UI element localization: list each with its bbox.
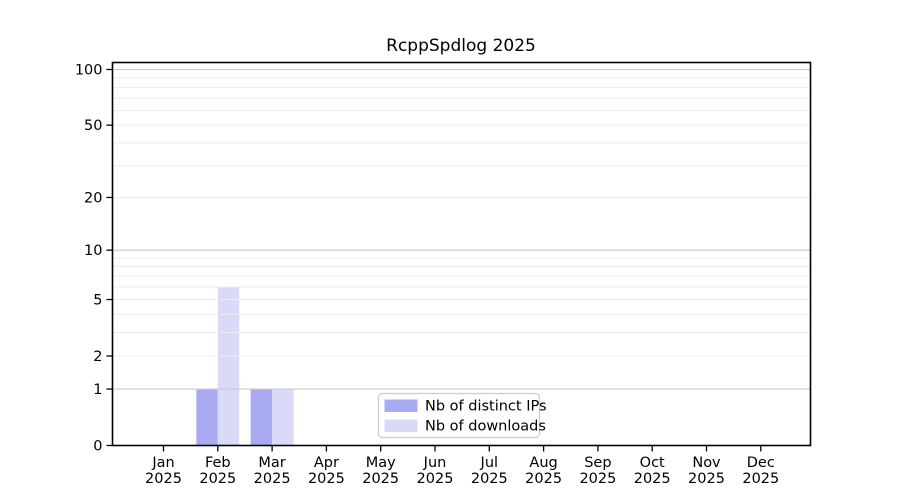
legend: Nb of distinct IPs Nb of downloads [377, 392, 547, 439]
x-tick-label-year-oct: 2025 [634, 471, 671, 487]
y-tick-label-100: 100 [75, 63, 103, 79]
x-tick-label-year-jun: 2025 [417, 471, 454, 487]
axes-layer: 0125102050100Jan2025Feb2025Mar2025Apr202… [75, 61, 812, 487]
x-tick-label-year-jan: 2025 [145, 471, 182, 487]
legend-label-downloads: Nb of downloads [425, 419, 546, 435]
y-tick-label-10: 10 [84, 243, 102, 259]
bar-feb-distinct-ips [196, 389, 218, 446]
x-tick-label-month-apr: Apr [314, 455, 339, 471]
legend-swatch-downloads [384, 419, 418, 432]
x-tick-label-month-feb: Feb [205, 455, 231, 471]
y-tick-label-50: 50 [84, 118, 102, 134]
y-tick-label-2: 2 [93, 349, 102, 365]
x-tick-label-month-nov: Nov [692, 455, 721, 471]
bar-mar-distinct-ips [250, 389, 273, 446]
chart-title: RcppSpdlog 2025 [386, 36, 536, 56]
legend-swatch-distinct-ips [384, 399, 418, 412]
legend-label-distinct-ips: Nb of distinct IPs [425, 399, 547, 415]
x-tick-label-month-jul: Jul [480, 455, 499, 471]
legend-box [377, 392, 541, 439]
x-tick-label-year-aug: 2025 [525, 471, 562, 487]
plot-border [111, 61, 812, 447]
gridlines-layer [112, 68, 811, 390]
x-tick-label-year-dec: 2025 [742, 471, 779, 487]
x-tick-label-year-may: 2025 [362, 471, 399, 487]
y-tick-label-5: 5 [93, 293, 102, 309]
x-tick-label-month-aug: Aug [529, 455, 557, 471]
x-tick-label-month-mar: Mar [258, 455, 285, 471]
x-tick-label-year-nov: 2025 [688, 471, 725, 487]
x-tick-label-year-mar: 2025 [254, 471, 291, 487]
bar-mar-downloads [272, 389, 294, 446]
x-tick-label-month-oct: Oct [640, 455, 665, 471]
bars-layer [196, 286, 294, 446]
x-tick-label-month-jan: Jan [151, 455, 174, 471]
x-tick-label-year-sep: 2025 [579, 471, 616, 487]
y-tick-label-1: 1 [93, 382, 102, 398]
y-tick-label-0: 0 [93, 439, 102, 455]
x-tick-label-year-feb: 2025 [199, 471, 236, 487]
x-tick-label-year-jul: 2025 [471, 471, 508, 487]
x-tick-label-month-dec: Dec [747, 455, 775, 471]
x-tick-label-month-sep: Sep [584, 455, 611, 471]
x-tick-label-month-jun: Jun [423, 455, 447, 471]
x-tick-label-year-apr: 2025 [308, 471, 345, 487]
bar-feb-downloads [217, 286, 240, 446]
y-tick-label-20: 20 [84, 190, 102, 206]
x-tick-label-month-may: May [366, 455, 396, 471]
